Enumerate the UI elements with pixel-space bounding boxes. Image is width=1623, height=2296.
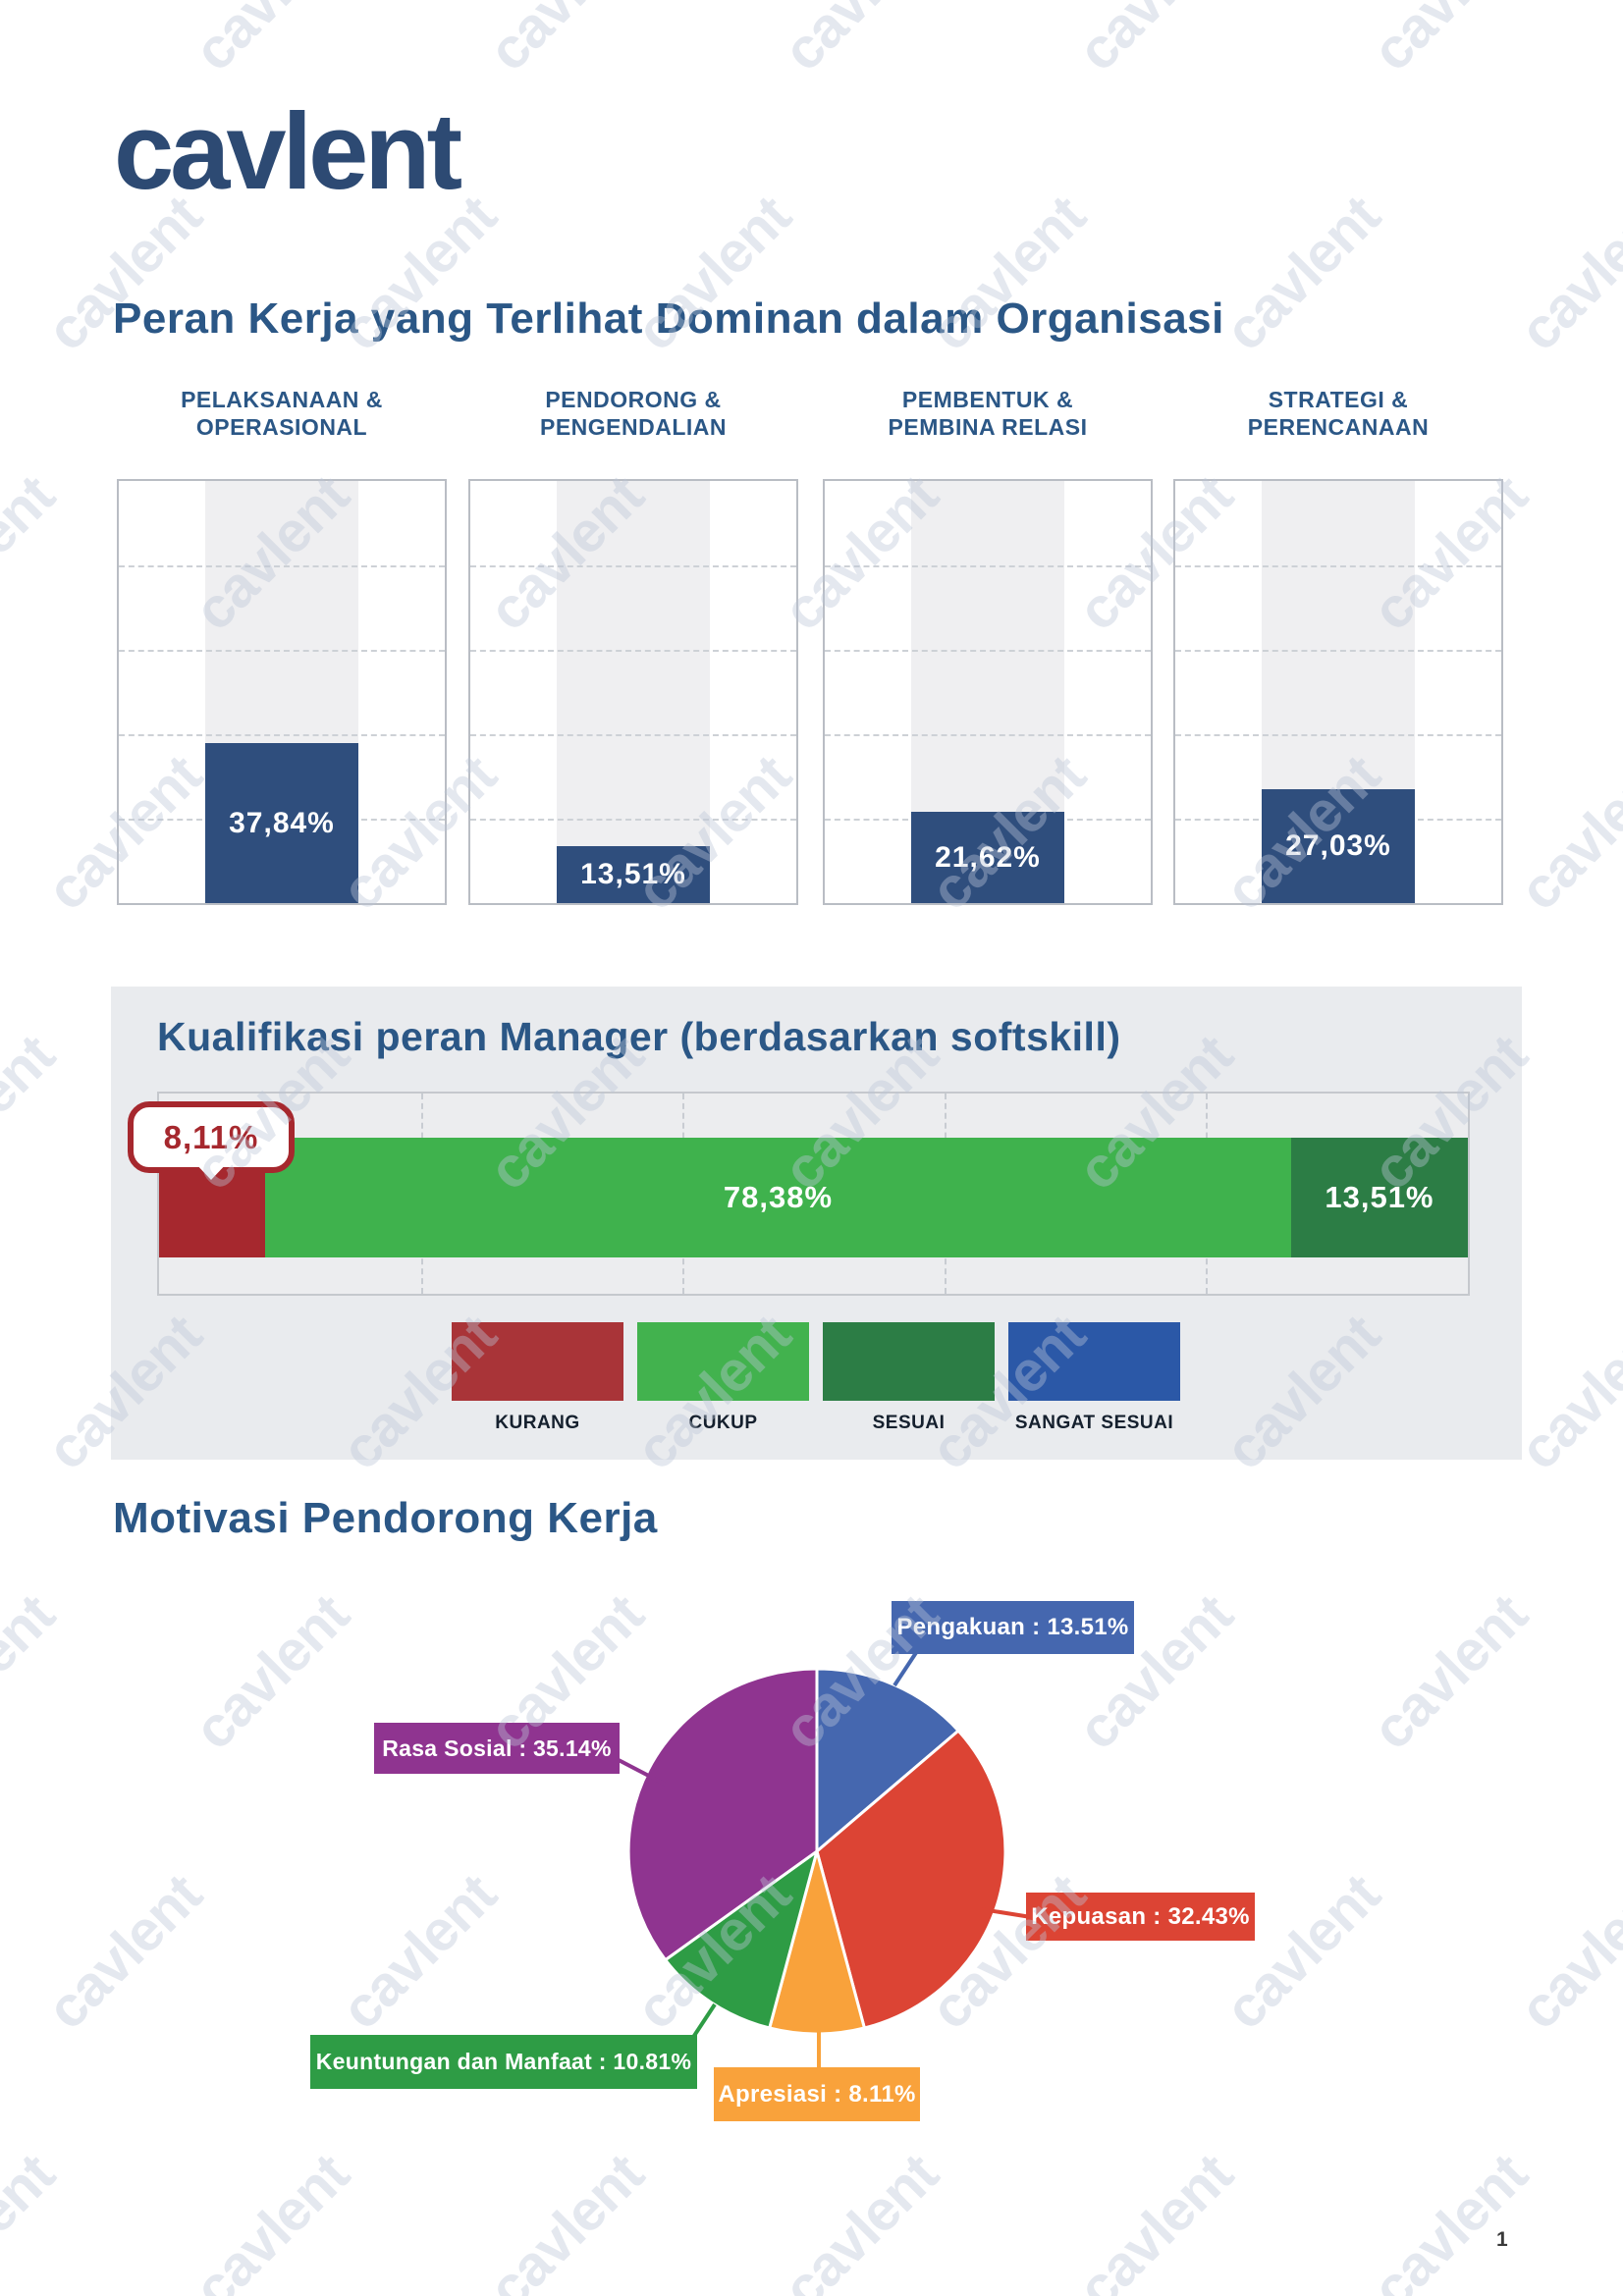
- gridline: [119, 650, 445, 652]
- leader-line-kepuasan: [981, 1907, 1032, 1919]
- legend-label: SESUAI: [872, 1413, 946, 1433]
- section1-title: Peran Kerja yang Terlihat Dominan dalam …: [113, 294, 1224, 343]
- segment-sesuai: 13,51%: [1290, 1138, 1468, 1257]
- watermark-text: cavlent: [476, 0, 657, 83]
- pie-label-text: Pengakuan : 13.51%: [896, 1614, 1129, 1640]
- category-line: PELAKSANAAN &: [181, 387, 383, 412]
- watermark-text: cavlent: [182, 0, 362, 83]
- gridline: [1175, 650, 1501, 652]
- category-line: PEMBENTUK &: [901, 387, 1074, 412]
- category-line: STRATEGI &: [1268, 387, 1409, 412]
- bar-chart-panel: 21,62%: [823, 479, 1153, 905]
- bar-chart-category-label: PEMBENTUK & PEMBINA RELASI: [811, 386, 1164, 441]
- legend-swatch: [637, 1322, 809, 1401]
- bar-strategi: 27,03%: [1261, 788, 1415, 903]
- bar-chart-panel: 13,51%: [468, 479, 798, 905]
- bar-chart-panel: 27,03%: [1173, 479, 1503, 905]
- pie-label-kepuasan: Kepuasan : 32.43%: [1026, 1893, 1255, 1941]
- legend-item-kurang: KURANG: [452, 1322, 623, 1434]
- category-line: PENGENDALIAN: [539, 414, 727, 441]
- gridline: [119, 734, 445, 736]
- pie-slice-keuntungan-dan-manfaat: [663, 1847, 820, 2030]
- bar-value-label: 27,03%: [1285, 828, 1391, 862]
- legend-item-sesuai: SESUAI: [823, 1322, 995, 1434]
- gridline: [470, 819, 796, 821]
- pie-slice-kepuasan: [815, 1729, 1007, 2030]
- bar-track: [556, 481, 710, 903]
- callout-value-label: 8,11%: [163, 1118, 259, 1155]
- brand-logo: cavlent: [114, 91, 462, 212]
- gridline: [1175, 734, 1501, 736]
- stacked-bar: 78,38% 13,51%: [159, 1138, 1468, 1257]
- pie-label-text: Apresiasi : 8.11%: [718, 2080, 916, 2108]
- watermark-text: cavlent: [0, 463, 67, 643]
- gridline: [1175, 565, 1501, 567]
- category-line: PENDORONG &: [545, 387, 722, 412]
- kurang-callout: 8,11%: [128, 1101, 295, 1180]
- legend-swatch: [823, 1322, 995, 1401]
- pie-label-text: Rasa Sosial : 35.14%: [382, 1735, 612, 1761]
- pie-slice-rasa-sosial: [626, 1667, 819, 1962]
- section2-title: Kualifikasi peran Manager (berdasarkan s…: [157, 1014, 1121, 1059]
- page-number: 1: [1496, 2228, 1508, 2251]
- pie-label-text: Kepuasan : 32.43%: [1031, 1902, 1250, 1930]
- segment-value-label: 13,51%: [1325, 1180, 1434, 1214]
- qualification-legend: KURANG CUKUP SESUAI SANGAT SESUAI: [452, 1322, 1180, 1434]
- pie-label-text: Keuntungan dan Manfaat : 10.81%: [315, 2049, 692, 2074]
- watermark-text: cavlent: [1507, 1303, 1623, 1482]
- watermark-text: cavlent: [1507, 184, 1623, 363]
- gridline: [119, 565, 445, 567]
- watermark-text: cavlent: [1360, 0, 1541, 83]
- bar-pendorong: 13,51%: [556, 845, 710, 903]
- watermark-text: cavlent: [1507, 743, 1623, 923]
- qualification-section: Kualifikasi peran Manager (berdasarkan s…: [111, 987, 1522, 1460]
- bar-chart-category-label: STRATEGI & PERENCANAAN: [1162, 386, 1515, 441]
- leader-line-rasa-sosial: [616, 1757, 667, 1787]
- bar-pelaksanaan: 37,84%: [204, 743, 358, 903]
- gridline: [825, 650, 1151, 652]
- legend-swatch: [452, 1322, 623, 1401]
- section3-title: Motivasi Pendorong Kerja: [113, 1494, 658, 1542]
- pie-label-pengakuan: Pengakuan : 13.51%: [892, 1601, 1134, 1654]
- pie-slices: [626, 1667, 1007, 2036]
- bar-value-label: 13,51%: [580, 857, 686, 890]
- segment-cukup: 78,38%: [265, 1138, 1291, 1257]
- watermark-text: cavlent: [0, 1023, 67, 1202]
- gridline: [825, 565, 1151, 567]
- gridline: [825, 734, 1151, 736]
- watermark-text: cavlent: [1213, 184, 1392, 363]
- segment-value-label: 78,38%: [723, 1180, 834, 1214]
- stacked-bar-container: 78,38% 13,51% 8,11%: [128, 1092, 1470, 1296]
- bar-chart-category-label: PENDORONG & PENGENDALIAN: [457, 386, 810, 441]
- category-line: OPERASIONAL: [195, 414, 368, 441]
- watermark-text: cavlent: [771, 0, 951, 83]
- category-line: PERENCANAAN: [1247, 414, 1430, 441]
- pie-label-keuntungan: Keuntungan dan Manfaat : 10.81%: [310, 2035, 697, 2089]
- gridline: [470, 734, 796, 736]
- pie-label-rasa-sosial: Rasa Sosial : 35.14%: [374, 1723, 620, 1774]
- legend-swatch: [1008, 1322, 1180, 1401]
- gridline: [470, 565, 796, 567]
- legend-label: SANGAT SESUAI: [1014, 1413, 1174, 1433]
- legend-label: CUKUP: [688, 1413, 758, 1433]
- bar-value-label: 37,84%: [229, 806, 335, 839]
- watermark-text: cavlent: [0, 0, 67, 83]
- pie-chart: [616, 1637, 1032, 2079]
- legend-item-sangat-sesuai: SANGAT SESUAI: [1008, 1322, 1180, 1434]
- gridline: [470, 650, 796, 652]
- pie-label-apresiasi: Apresiasi : 8.11%: [714, 2067, 920, 2121]
- bar-chart-category-label: PELAKSANAAN & OPERASIONAL: [105, 386, 459, 441]
- legend-item-cukup: CUKUP: [637, 1322, 809, 1434]
- callout-pointer: [193, 1161, 229, 1180]
- legend-label: KURANG: [495, 1413, 580, 1433]
- watermark-text: cavlent: [1065, 0, 1246, 83]
- bar-pembentuk: 21,62%: [910, 812, 1064, 903]
- bar-chart-panel: 37,84%: [117, 479, 447, 905]
- bar-value-label: 21,62%: [935, 840, 1041, 874]
- category-line: PEMBINA RELASI: [888, 414, 1088, 441]
